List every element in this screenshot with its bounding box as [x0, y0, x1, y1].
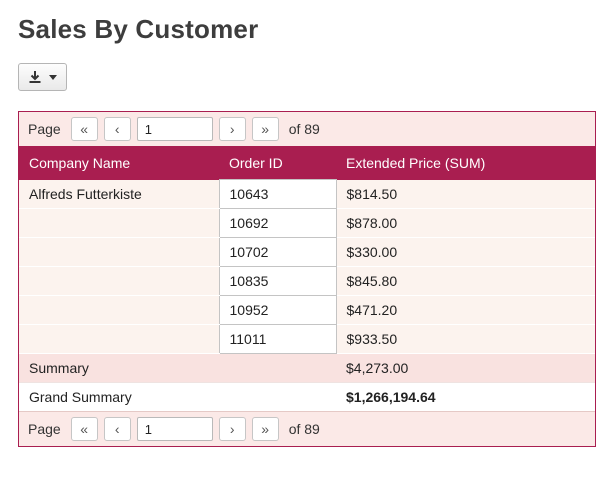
table-row: 10952 $471.20 [19, 295, 595, 325]
header-row: Company Name Order ID Extended Price (SU… [19, 147, 595, 180]
cell-order-id: 10702 [218, 237, 337, 267]
cell-price: $845.80 [336, 266, 595, 296]
page-number-input[interactable] [136, 117, 213, 141]
cell-order-id: 10952 [218, 295, 337, 325]
summary-row: Summary $4,273.00 [19, 353, 595, 383]
table-row: Alfreds Futterkiste 10643 $814.50 [19, 179, 595, 209]
report-region: Page « ‹ › » of 89 Company Name Order ID… [18, 111, 596, 447]
table-row: 11011 $933.50 [19, 324, 595, 354]
table-row: 10835 $845.80 [19, 266, 595, 296]
cell-company: Alfreds Futterkiste [19, 179, 219, 209]
pagination-top: Page « ‹ › » of 89 [19, 112, 595, 147]
first-page-button[interactable]: « [70, 417, 98, 441]
pagination-bottom: Page « ‹ › » of 89 [19, 411, 595, 446]
summary-order-empty [219, 353, 336, 383]
grand-summary-row: Grand Summary $1,266,194.64 [19, 382, 595, 411]
grand-summary-price: $1,266,194.64 [336, 382, 595, 411]
cell-order-id: 11011 [218, 324, 337, 354]
last-page-button[interactable]: » [251, 117, 279, 141]
grand-summary-label: Grand Summary [19, 382, 219, 411]
page-label: Page [28, 121, 61, 137]
report-table: Company Name Order ID Extended Price (SU… [19, 147, 595, 411]
caret-down-icon [49, 74, 57, 80]
column-header-company-name: Company Name [19, 147, 219, 180]
next-page-button[interactable]: › [218, 117, 246, 141]
table-row: 10692 $878.00 [19, 208, 595, 238]
cell-company [19, 266, 219, 296]
page-number-input[interactable] [136, 417, 213, 441]
cell-order-id: 10835 [218, 266, 337, 296]
download-icon [28, 70, 42, 84]
table-row: 10702 $330.00 [19, 237, 595, 267]
column-header-extended-price: Extended Price (SUM) [336, 147, 595, 180]
cell-company [19, 237, 219, 267]
first-page-button[interactable]: « [70, 117, 98, 141]
cell-price: $933.50 [336, 324, 595, 354]
download-button[interactable] [18, 63, 67, 91]
cell-price: $814.50 [336, 179, 595, 209]
page: Sales By Customer Page « ‹ › » of 89 Com… [18, 14, 596, 447]
cell-company [19, 295, 219, 325]
page-count-label: of 89 [288, 121, 320, 137]
page-label: Page [28, 421, 61, 437]
summary-label: Summary [19, 353, 219, 383]
cell-company [19, 324, 219, 354]
prev-page-button[interactable]: ‹ [103, 417, 131, 441]
summary-price: $4,273.00 [336, 353, 595, 383]
page-count-label: of 89 [288, 421, 320, 437]
column-header-order-id: Order ID [219, 147, 336, 180]
cell-price: $878.00 [336, 208, 595, 238]
prev-page-button[interactable]: ‹ [103, 117, 131, 141]
cell-order-id: 10643 [218, 179, 337, 209]
cell-order-id: 10692 [218, 208, 337, 238]
last-page-button[interactable]: » [251, 417, 279, 441]
cell-company [19, 208, 219, 238]
cell-price: $330.00 [336, 237, 595, 267]
next-page-button[interactable]: › [218, 417, 246, 441]
cell-price: $471.20 [336, 295, 595, 325]
grand-summary-order-empty [219, 382, 336, 411]
page-title: Sales By Customer [18, 14, 259, 44]
